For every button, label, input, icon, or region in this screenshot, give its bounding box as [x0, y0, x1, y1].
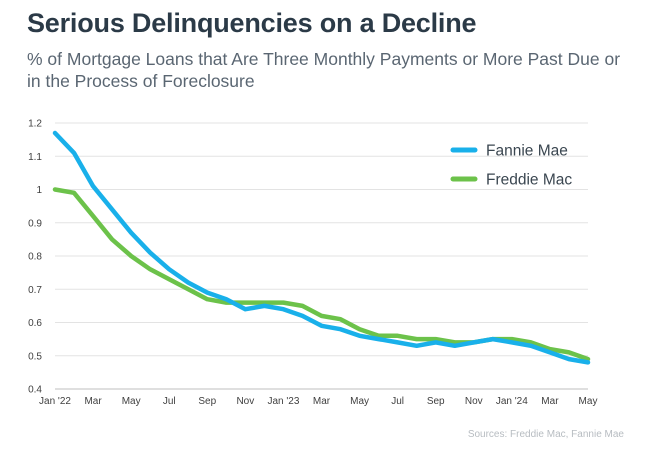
x-tick-label: Jan '23: [267, 396, 299, 407]
x-tick-label: May: [579, 396, 598, 407]
x-tick-label: Mar: [541, 396, 559, 407]
legend: Fannie Mae Freddie Mac: [450, 143, 572, 189]
x-tick-label: Jan '24: [496, 396, 528, 407]
axes: 0.4 0.5 0.6 0.7 0.8 0.9 1 1.1 1.2 Jan '22 Mar May Ju…: [28, 119, 597, 408]
y-tick-label: 1.1: [28, 152, 42, 163]
x-tick-label: Mar: [313, 396, 331, 407]
x-tick-label: Jan '22: [39, 396, 71, 407]
y-tick-label: 0.9: [28, 218, 42, 229]
x-tick-label: May: [350, 396, 369, 407]
gridlines: [55, 122, 588, 357]
series-line-fannie-mae: [52, 130, 591, 365]
source-note: Sources: Freddie Mac, Fannie Mae: [467, 429, 624, 440]
x-tick-label: Nov: [236, 396, 254, 407]
x-tick-label: Jul: [163, 396, 176, 407]
y-tick-label: 0.8: [28, 252, 42, 263]
y-tick-label: 1: [36, 185, 42, 196]
x-tick-label: Jul: [391, 396, 404, 407]
series-line-freddie-mac: [52, 187, 591, 362]
chart-subtitle: % of Mortgage Loans that Are Three Month…: [27, 49, 621, 91]
x-tick-label: Nov: [465, 396, 483, 407]
y-tick-label: 0.5: [28, 351, 42, 362]
series-lines: [52, 130, 591, 365]
x-tick-label: Sep: [198, 396, 216, 407]
x-tick-label: Sep: [427, 396, 445, 407]
legend-label: Fannie Mae: [486, 143, 568, 160]
y-tick-label: 0.7: [28, 285, 42, 296]
x-tick-label: May: [122, 396, 141, 407]
legend-label: Freddie Mac: [486, 172, 572, 189]
x-tick-label: Mar: [84, 396, 102, 407]
y-tick-label: 0.6: [28, 318, 42, 329]
y-tick-label: 0.4: [28, 385, 42, 396]
chart-title: Serious Delinquencies on a Decline: [27, 8, 477, 38]
y-tick-label: 1.2: [28, 119, 42, 130]
